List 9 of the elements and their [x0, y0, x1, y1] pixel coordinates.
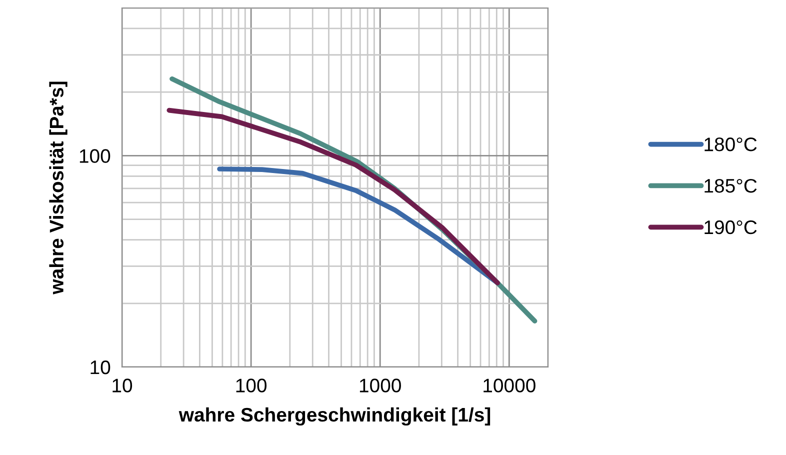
y-axis-title: wahre Viskosität [Pa*s] [49, 82, 68, 294]
legend-label: 185°C [704, 178, 757, 193]
x-tick-label: 100 [236, 378, 267, 392]
legend-label: 180°C [704, 137, 757, 152]
x-tick-label: 10 [112, 378, 132, 392]
x-axis-title: wahre Schergeschwindigkeit [1/s] [178, 407, 490, 426]
x-tick-label: 1000 [360, 378, 401, 392]
legend-label: 190°C [704, 220, 757, 234]
x-tick-label: 10000 [484, 378, 536, 392]
